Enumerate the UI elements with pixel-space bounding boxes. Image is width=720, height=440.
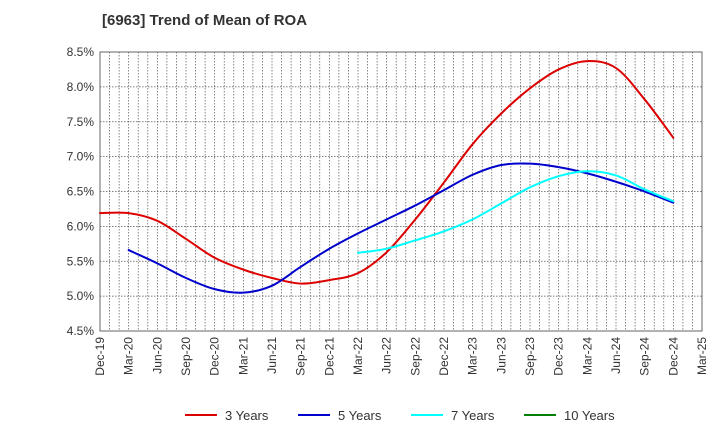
series-line-3-years bbox=[99, 60, 675, 285]
x-tick-label: Mar-20 bbox=[122, 337, 136, 375]
plot-border bbox=[99, 51, 703, 332]
x-tick-label: Dec-19 bbox=[93, 337, 107, 376]
y-tick-label: 6.0% bbox=[67, 219, 95, 233]
x-tick-label: Sep-21 bbox=[294, 337, 308, 376]
x-tick-label: Mar-22 bbox=[351, 337, 365, 375]
x-tick-label: Jun-24 bbox=[609, 337, 623, 374]
legend: 3 Years 5 Years 7 Years 10 Years bbox=[185, 408, 615, 423]
series-line-7-years bbox=[357, 170, 675, 254]
x-tick-label: Jun-23 bbox=[494, 337, 508, 374]
x-tick-label: Sep-23 bbox=[523, 337, 537, 376]
x-tick-label: Jun-21 bbox=[265, 337, 279, 374]
x-tick-label: Sep-24 bbox=[638, 337, 652, 376]
y-tick-label: 5.5% bbox=[67, 254, 95, 268]
y-tick-label: 8.5% bbox=[67, 45, 95, 59]
legend-label-5-years: 5 Years bbox=[338, 408, 382, 423]
x-tick-label: Dec-21 bbox=[322, 337, 336, 376]
x-tick-label: Mar-23 bbox=[466, 337, 480, 375]
x-axis: Dec-19 Mar-20 Jun-20 Sep-20 Dec-20 Mar-21 Jun-… bbox=[93, 337, 709, 376]
x-tick-label: Mar-24 bbox=[580, 337, 594, 375]
plot-frame bbox=[99, 51, 703, 332]
y-tick-label: 6.5% bbox=[67, 185, 95, 199]
x-tick-label: Jun-22 bbox=[380, 337, 394, 374]
legend-label-3-years: 3 Years bbox=[225, 408, 269, 423]
x-tick-label: Dec-22 bbox=[437, 337, 451, 376]
x-tick-label: Dec-24 bbox=[666, 337, 680, 376]
y-tick-label: 8.0% bbox=[67, 80, 95, 94]
x-tick-label: Jun-20 bbox=[150, 337, 164, 374]
x-tick-label: Dec-23 bbox=[552, 337, 566, 376]
y-tick-label: 7.5% bbox=[67, 115, 95, 129]
y-tick-label: 7.0% bbox=[67, 150, 95, 164]
legend-label-7-years: 7 Years bbox=[451, 408, 495, 423]
x-tick-label: Dec-20 bbox=[208, 337, 222, 376]
y-axis: 8.5% 8.0% 7.5% 7.0% 6.5% 6.0% 5.5% 5.0% 4.5% bbox=[67, 45, 95, 338]
series-line-5-years bbox=[127, 162, 675, 294]
grid-lines bbox=[100, 52, 702, 331]
chart-title: [6963] Trend of Mean of ROA bbox=[102, 12, 308, 29]
x-tick-label: Sep-22 bbox=[408, 337, 422, 376]
legend-label-10-years: 10 Years bbox=[564, 408, 615, 423]
x-tick-label: Sep-20 bbox=[179, 337, 193, 376]
y-tick-label: 4.5% bbox=[67, 324, 95, 338]
x-tick-label: Mar-21 bbox=[236, 337, 250, 375]
y-tick-label: 5.0% bbox=[67, 289, 95, 303]
x-tick-label: Mar-25 bbox=[695, 337, 709, 375]
series-lines bbox=[99, 60, 675, 294]
